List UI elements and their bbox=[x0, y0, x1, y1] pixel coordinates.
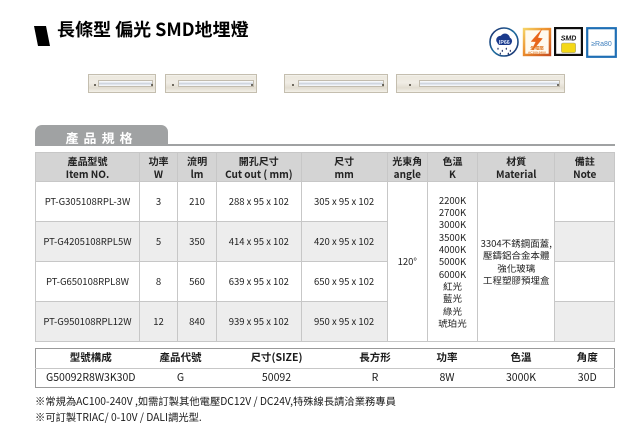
svg-text:IP66: IP66 bbox=[499, 40, 510, 46]
svg-text:AC100-240V: AC100-240V bbox=[528, 50, 547, 54]
svg-text:SMD: SMD bbox=[561, 36, 577, 43]
svg-text:≥Ra80: ≥Ra80 bbox=[591, 41, 612, 48]
